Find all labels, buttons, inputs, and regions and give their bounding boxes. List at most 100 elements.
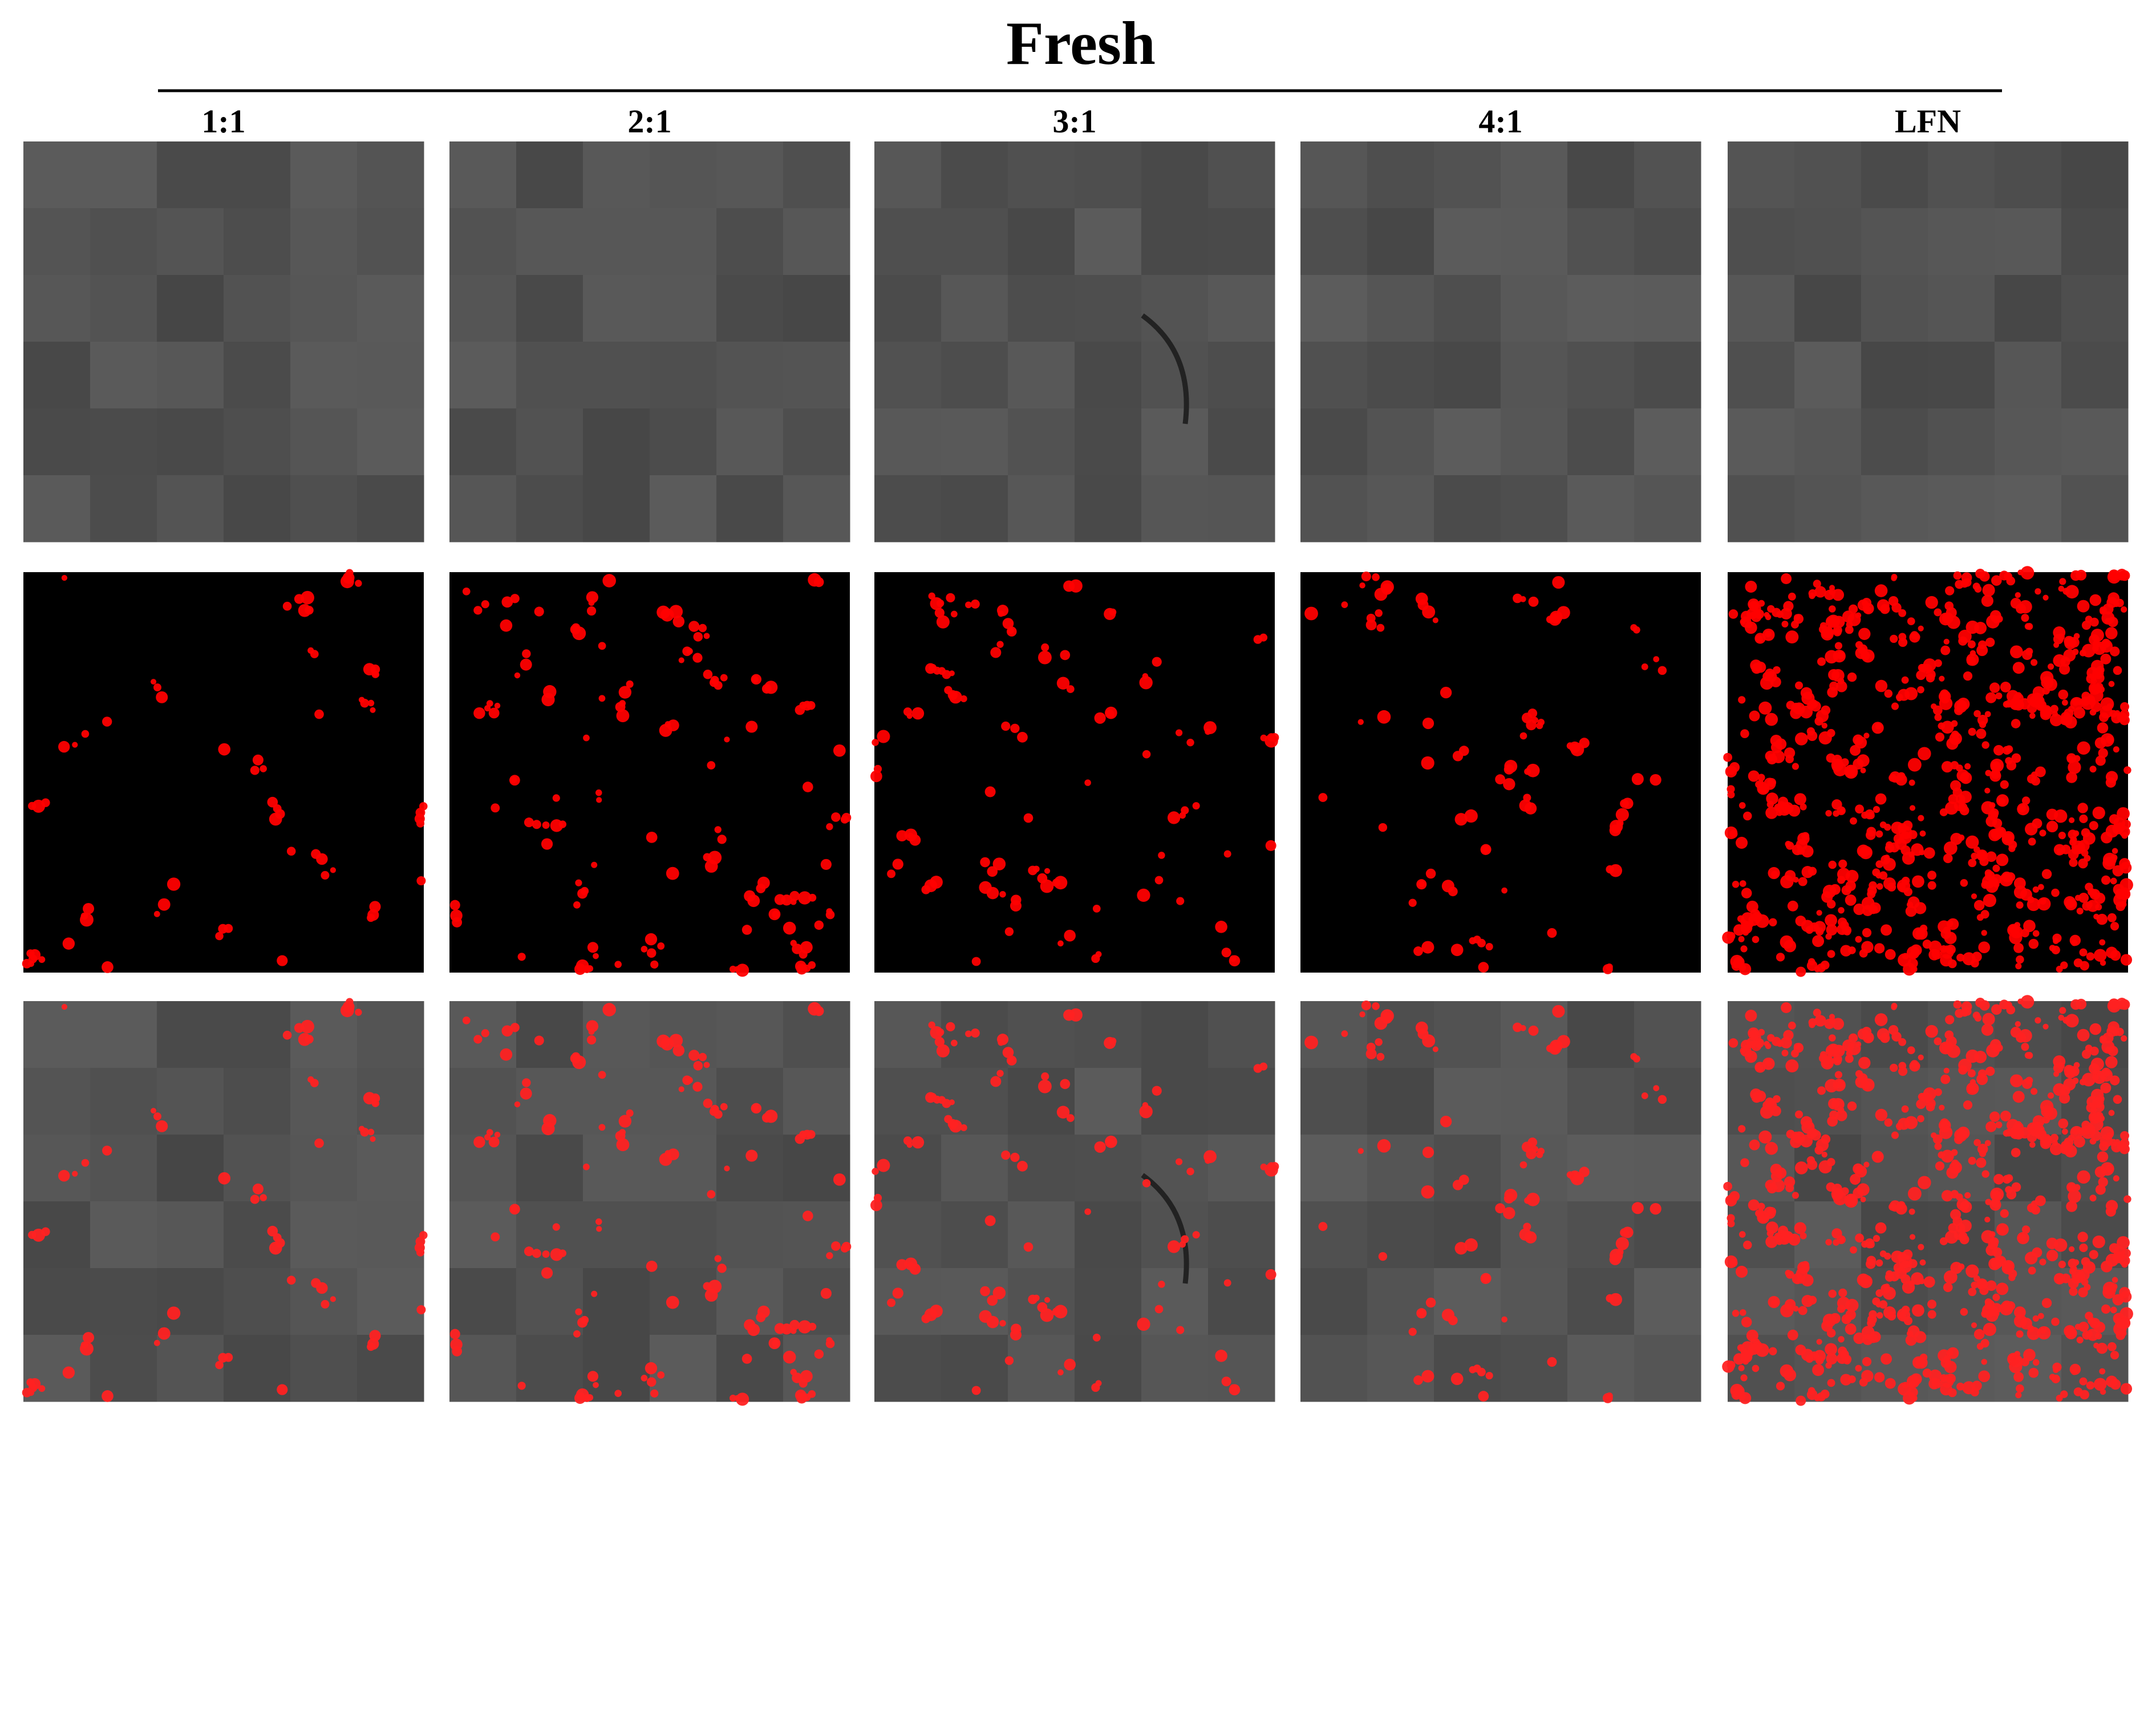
cell-signal [1528,596,1539,607]
cell-signal [934,1036,945,1047]
cell-signal [1737,1344,1745,1351]
cell-signal [1813,1009,1821,1017]
cell-signal [1056,1106,1070,1119]
cell-signal [1895,1202,1907,1215]
image-tile [650,475,717,542]
image-tile [357,1001,424,1068]
image-tile [90,208,157,276]
cell-signal [1776,610,1784,618]
cell-signal [1765,1141,1778,1155]
cell-signal [38,956,46,963]
image-tile [1300,1068,1368,1135]
cell-signal [1450,944,1464,957]
cell-signal [1527,708,1538,718]
cell-signal [1964,763,1971,770]
cell-signal [1918,815,1924,821]
cell-signal [1152,657,1162,667]
cell-signal [1968,1156,1976,1165]
cell-signal [2089,634,2100,646]
cell-signal [1630,1053,1638,1060]
image-tile [23,1068,91,1135]
cell-signal [703,633,710,639]
cell-signal [2095,755,2106,766]
cell-signal [1860,1196,1866,1202]
cell-signal [1408,898,1417,907]
cell-signal [831,1241,841,1251]
cell-signal [1526,763,1540,778]
cell-signal [1879,871,1888,880]
cell-signal [2081,849,2089,857]
cell-signal [944,686,953,695]
cell-signal [2010,598,2021,609]
cell-signal [1977,640,1987,649]
cell-signal [1867,889,1876,898]
cell-signal [2024,823,2038,836]
cell-signal [1956,1198,1969,1211]
cell-signal [1791,702,1801,713]
cell-signal [1940,945,1954,959]
cell-signal [301,1019,314,1034]
cell-signal [1829,1014,1835,1020]
cell-signal [80,1341,88,1349]
cell-signal [1922,940,1932,949]
cell-signal [1945,1230,1959,1244]
cell-signal [990,647,1002,658]
cell-signal [2065,1014,2079,1028]
cell-signal [1139,675,1153,690]
cell-signal [1060,1079,1071,1090]
cell-signal [1888,596,1899,606]
cell-signal [2081,1072,2096,1087]
cell-signal [2089,1137,2097,1145]
image-tile [449,1201,517,1269]
cell-signal [1833,1239,1839,1246]
cell-signal [2016,901,2024,909]
cell-signal [1762,1057,1775,1070]
cell-signal [1536,1151,1543,1159]
cell-signal [1727,1360,1736,1370]
cell-signal [736,963,749,977]
cell-signal [2062,1017,2070,1024]
cell-signal [1996,853,2009,866]
image-tile [1300,208,1368,276]
cell-signal [522,1078,531,1087]
cell-signal [1450,1372,1464,1386]
cell-signal [1142,1179,1151,1188]
cell-signal [2105,618,2112,625]
cell-signal [949,670,955,677]
cell-signal [1875,1301,1882,1308]
image-tile [1141,408,1209,476]
cell-signal [1984,1216,1991,1223]
cell-signal [1813,580,1821,588]
image-tile [1634,1001,1701,1068]
cell-signal [1265,1269,1276,1280]
cell-signal [781,894,792,906]
cell-signal [2012,662,2025,674]
cell-signal [1176,1326,1185,1334]
merge-panel [870,1001,1279,1402]
cell-signal [1176,729,1183,736]
cell-signal [1723,1181,1733,1191]
cell-signal [1985,1280,1997,1291]
cell-signal [371,1099,379,1107]
cell-signal [2121,832,2128,839]
image-tile [290,1135,358,1202]
cell-signal [2058,1260,2066,1269]
cell-signal [1833,1056,1842,1066]
cell-signal [449,1329,460,1339]
cell-signal [1376,1052,1385,1061]
cell-signal [2106,735,2114,744]
cell-signal [1741,888,1752,898]
cell-signal [2024,1052,2032,1059]
image-tile [290,1335,358,1402]
cell-signal [1890,634,1898,643]
cell-signal [2015,963,2022,970]
cell-signal [1738,936,1745,942]
cell-signal [2089,1063,2100,1075]
cell-signal [1738,696,1746,704]
cell-signal [2017,569,2024,576]
cell-signal [1478,962,1489,973]
cell-signal [1740,1351,1753,1363]
cell-signal [1422,1146,1434,1159]
cell-signal [1965,1264,1979,1278]
cell-signal [552,1223,560,1231]
